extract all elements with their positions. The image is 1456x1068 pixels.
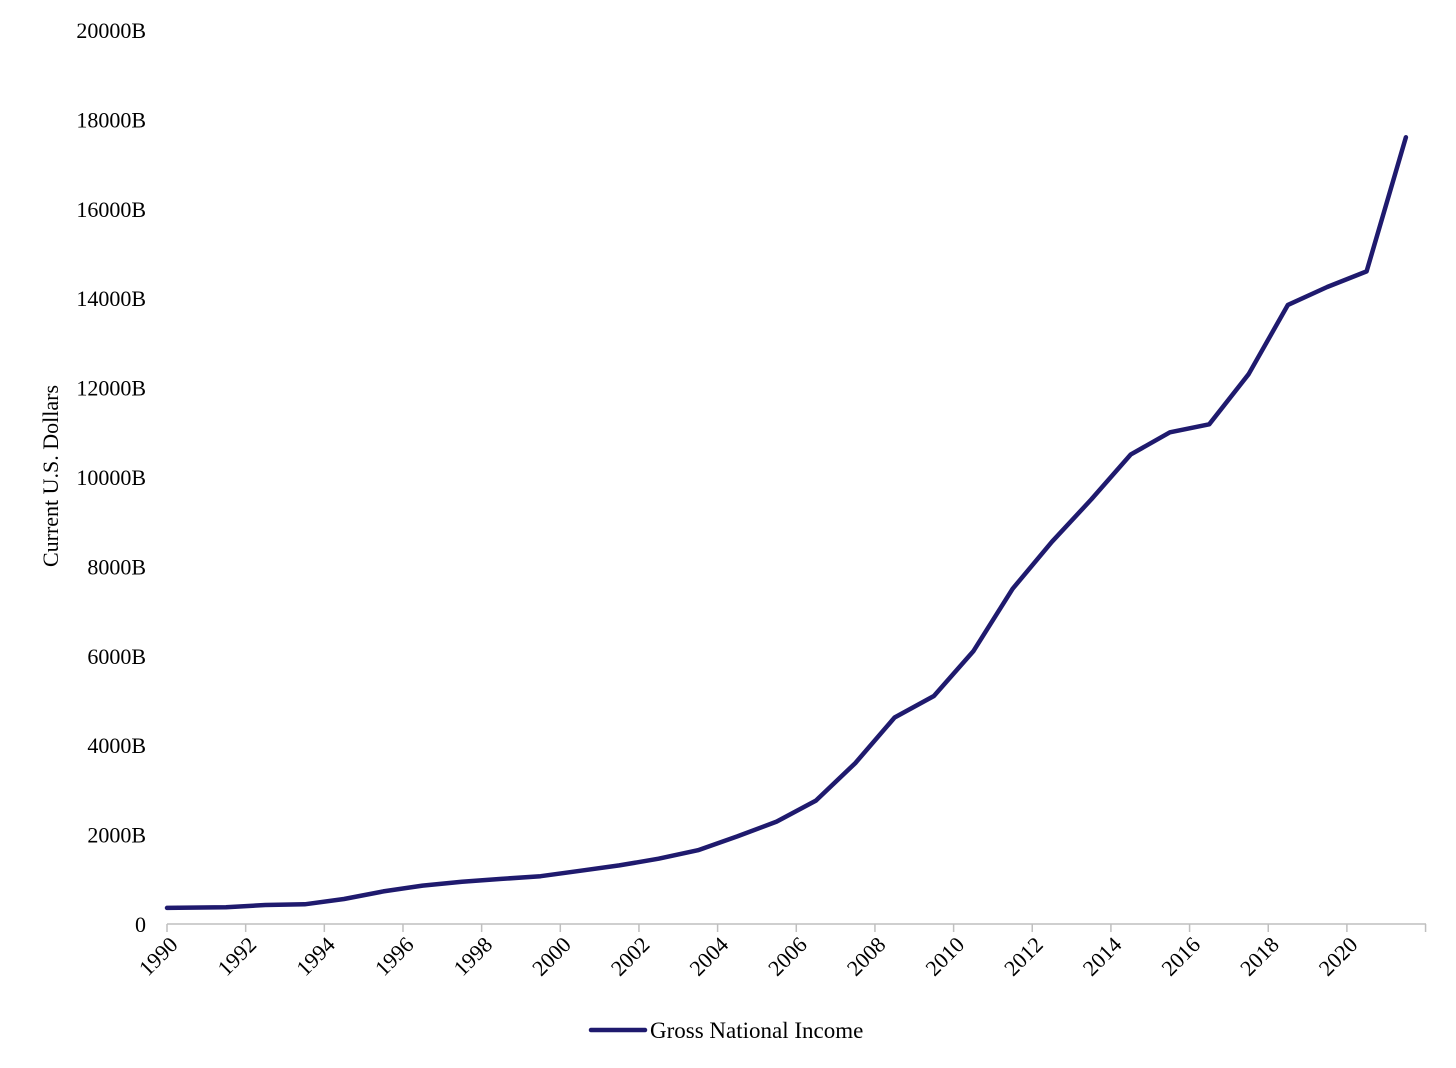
y-tick-label: 14000B	[76, 286, 146, 311]
y-tick-label: 8000B	[87, 554, 146, 579]
x-tick-label: 2012	[999, 932, 1048, 981]
x-tick-label: 2002	[606, 932, 655, 981]
x-tick-label: 2004	[684, 932, 733, 981]
y-tick-label: 2000B	[87, 823, 146, 848]
x-tick-label: 2018	[1235, 932, 1284, 981]
x-axis-tick-labels: 1990 1992 1994 1996 1998 2000 2002 2004 2006 2008…	[134, 932, 1363, 981]
y-tick-label: 18000B	[76, 107, 146, 132]
x-tick-label: 2000	[527, 932, 576, 981]
x-tick-label: 2006	[763, 932, 812, 981]
x-axis-ticks	[166, 924, 1427, 932]
x-tick-label: 1992	[212, 932, 261, 981]
x-tick-label: 2008	[842, 932, 891, 981]
x-tick-label: 2020	[1314, 932, 1363, 981]
x-tick-label: 1996	[370, 932, 419, 981]
y-tick-label: 6000B	[87, 644, 146, 669]
y-axis-tick-labels: 0 2000B 4000B 6000B 8000B 10000B 12000B 14000B 1…	[76, 18, 146, 937]
x-tick-label: 2016	[1156, 932, 1205, 981]
y-axis-title: Current U.S. Dollars	[38, 385, 63, 567]
series-line-gross-national-income	[164, 135, 1409, 911]
x-tick-label: 1990	[134, 932, 183, 981]
legend-label: Gross National Income	[650, 1018, 863, 1043]
y-tick-label: 12000B	[76, 376, 146, 401]
x-tick-label: 2010	[920, 932, 969, 981]
y-tick-label: 16000B	[76, 197, 146, 222]
y-tick-label: 20000B	[76, 18, 146, 43]
y-tick-label: 10000B	[76, 465, 146, 490]
y-tick-label: 0	[135, 912, 146, 937]
x-tick-label: 1994	[291, 932, 340, 981]
y-tick-label: 4000B	[87, 733, 146, 758]
x-tick-label: 2014	[1078, 932, 1127, 981]
x-tick-label: 1998	[448, 932, 497, 981]
legend: Gross National Income	[588, 1018, 863, 1043]
